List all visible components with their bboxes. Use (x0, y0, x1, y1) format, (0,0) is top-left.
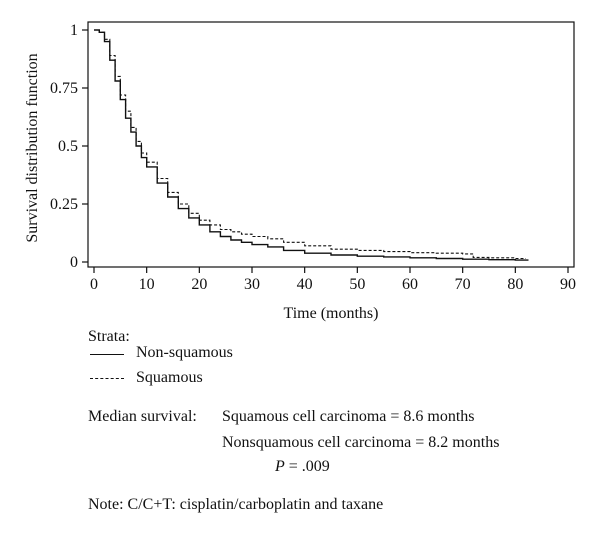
x-axis-label: Time (months) (284, 305, 379, 322)
x-tick-label-50: 50 (349, 276, 365, 293)
p-symbol: P (275, 458, 285, 475)
median-nonsquamous-text: Nonsquamous cell carcinoma = 8.2 months (222, 434, 500, 451)
y-tick-label-4: 1 (70, 22, 78, 39)
x-tick-label-10: 10 (139, 276, 155, 293)
median-squamous-text: Squamous cell carcinoma = 8.6 months (222, 408, 475, 425)
p-value-text: = .009 (284, 458, 330, 475)
legend-label-squamous: Squamous (136, 369, 203, 386)
p-value: P = .009 (275, 458, 330, 476)
chart-series (94, 29, 529, 261)
series-non-squamous (94, 29, 529, 261)
x-tick-label-40: 40 (297, 276, 313, 293)
y-tick-label-3: 0.75 (50, 80, 78, 97)
y-tick-label-2: 0.5 (58, 138, 78, 155)
x-tick-label-60: 60 (402, 276, 418, 293)
x-tick-label-20: 20 (191, 276, 207, 293)
legend-label-non-squamous: Non-squamous (136, 344, 233, 361)
x-tick-label-80: 80 (507, 276, 523, 293)
x-tick-label-0: 0 (90, 276, 98, 293)
survival-chart: 0 10 20 30 40 50 60 70 80 90 0 0.25 0.5 0.75 1 Surviva… (24, 21, 576, 322)
footnote: Note: C/C+T: cisplatin/carboplatin and t… (88, 496, 384, 513)
y-axis-label: Survival distribution function (24, 53, 41, 242)
y-tick-label-0: 0 (70, 254, 78, 271)
x-tick-label-90: 90 (560, 276, 576, 293)
x-tick-label-30: 30 (244, 276, 260, 293)
legend-line-squamous (90, 378, 124, 379)
x-tick-label-70: 70 (455, 276, 471, 293)
plot-frame (87, 21, 575, 268)
chart-axes: 0 10 20 30 40 50 60 70 80 90 0 0.25 0.5 0.75 1 (50, 21, 576, 293)
legend-line-non-squamous (90, 354, 124, 355)
y-tick-label-1: 0.25 (50, 196, 78, 213)
median-survival-label: Median survival: (88, 408, 197, 425)
series-squamous (94, 29, 526, 260)
legend-title: Strata: (88, 328, 130, 345)
